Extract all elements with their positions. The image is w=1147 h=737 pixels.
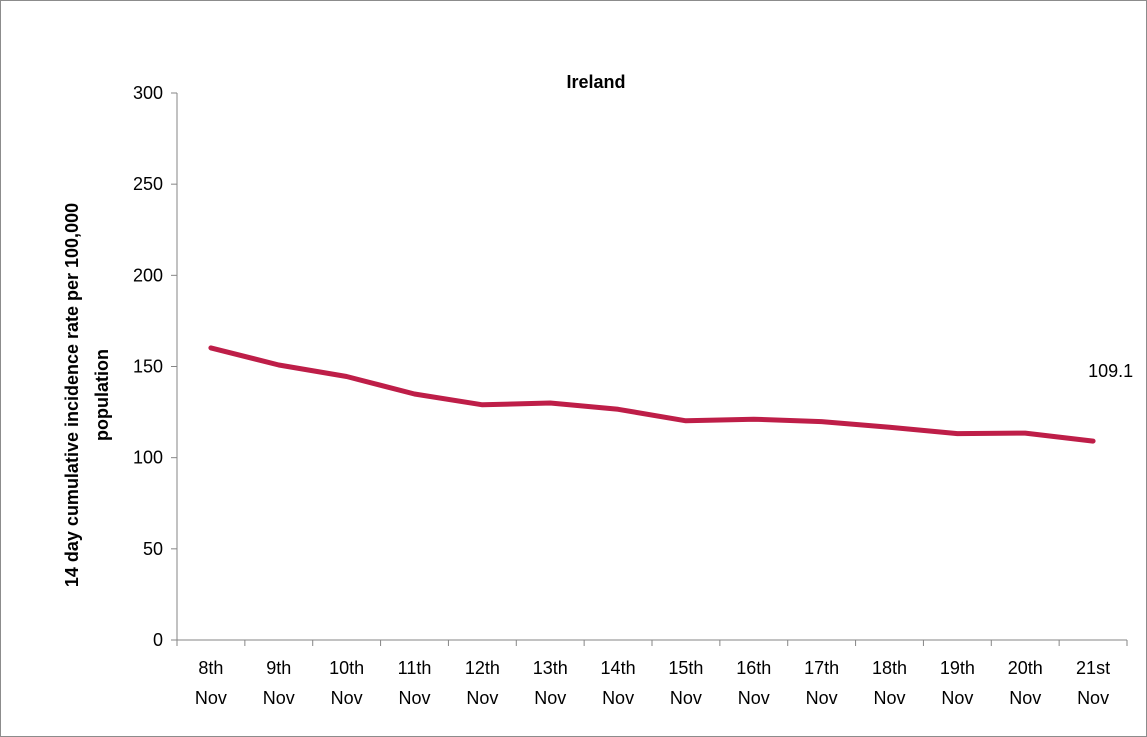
x-tick-label: 14th Nov: [601, 658, 636, 708]
data-label: 109.1: [1088, 361, 1133, 381]
y-tick-label: 250: [133, 174, 163, 194]
x-tick-label: 17th Nov: [804, 658, 839, 708]
x-tick-label: 12th Nov: [465, 658, 500, 708]
x-tick-label: 13th Nov: [533, 658, 568, 708]
y-axis-label: 14 day cumulative incidence rate per 100…: [62, 203, 112, 587]
y-tick-label: 150: [133, 357, 163, 377]
x-tick-label: 19th Nov: [940, 658, 975, 708]
x-tick-label: 9th Nov: [263, 658, 295, 708]
chart-title: Ireland: [566, 72, 625, 92]
x-tick-label: 8th Nov: [195, 658, 227, 708]
y-tick-label: 0: [153, 630, 163, 650]
x-tick-label: 18th Nov: [872, 658, 907, 708]
x-tick-label: 20th Nov: [1008, 658, 1043, 708]
y-tick-label: 50: [143, 539, 163, 559]
x-ticks: 8th Nov 9th Nov 10th Nov 11th Nov 12th Nov 13th Nov…: [176, 640, 1128, 708]
y-tick-label: 200: [133, 265, 163, 285]
x-tick-label: 16th Nov: [736, 658, 771, 708]
y-axis-title: 14 day cumulative incidence rate per 100…: [62, 203, 112, 587]
series-line: [208, 345, 1096, 444]
y-ticks: 0 50 100 150 200 250 300: [133, 83, 177, 650]
x-tick-label: 11th Nov: [398, 658, 432, 708]
y-tick-label: 100: [133, 448, 163, 468]
axes: [176, 93, 1127, 641]
y-tick-label: 300: [133, 83, 163, 103]
series-layer: [208, 345, 1096, 444]
x-tick-label: 15th Nov: [668, 658, 703, 708]
x-tick-label: 10th Nov: [329, 658, 364, 708]
x-tick-label: 21st Nov: [1076, 658, 1110, 708]
data-labels: 109.1: [1088, 361, 1133, 381]
